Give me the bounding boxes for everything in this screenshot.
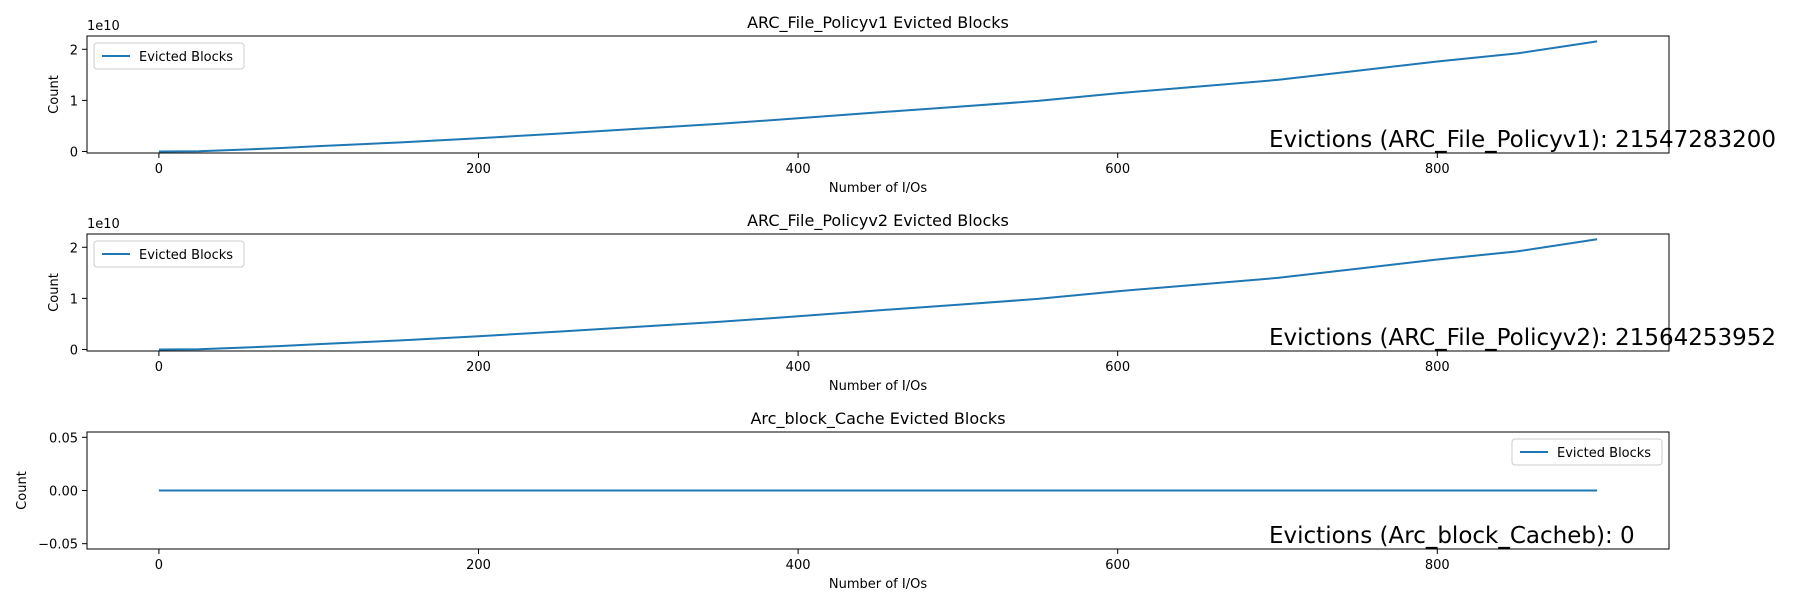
x-tick-label: 800 bbox=[1425, 162, 1450, 177]
legend-box bbox=[93, 240, 245, 268]
chart-title: ARC_File_Policyv1 Evicted Blocks bbox=[747, 13, 1009, 33]
y-tick-label: 0.05 bbox=[49, 431, 78, 446]
x-tick-label: 400 bbox=[786, 162, 811, 177]
x-axis-label: Number of I/Os bbox=[829, 379, 927, 394]
x-axis-label: Number of I/Os bbox=[829, 181, 927, 196]
x-tick-label: 200 bbox=[466, 162, 491, 177]
legend-label: Evicted Blocks bbox=[1557, 446, 1651, 461]
x-tick-label: 600 bbox=[1105, 360, 1130, 375]
y-tick-label: 2 bbox=[70, 43, 78, 58]
x-tick-label: 200 bbox=[466, 558, 491, 573]
x-tick-label: 0 bbox=[155, 162, 163, 177]
x-tick-label: 800 bbox=[1425, 558, 1450, 573]
x-tick-label: 0 bbox=[155, 360, 163, 375]
legend-label: Evicted Blocks bbox=[139, 50, 233, 65]
y-tick-label: −0.05 bbox=[38, 538, 78, 553]
chart-title: Arc_block_Cache Evicted Blocks bbox=[750, 409, 1005, 429]
legend-box bbox=[93, 42, 245, 70]
legend-box bbox=[1511, 438, 1663, 466]
y-tick-label: 1 bbox=[70, 94, 78, 109]
y-offset-text: 1e10 bbox=[87, 19, 120, 34]
x-tick-label: 600 bbox=[1105, 558, 1130, 573]
legend-label: Evicted Blocks bbox=[139, 248, 233, 263]
y-tick-label: 0 bbox=[70, 145, 78, 160]
y-tick-label: 1 bbox=[70, 292, 78, 307]
evictions-annotation: Evictions (ARC_File_Policyv1): 215472832… bbox=[1269, 127, 1776, 153]
evictions-annotation: Evictions (Arc_block_Cacheb): 0 bbox=[1269, 523, 1635, 549]
y-offset-text: 1e10 bbox=[87, 217, 120, 232]
x-tick-label: 800 bbox=[1425, 360, 1450, 375]
plot-frame bbox=[86, 233, 1670, 352]
y-axis-label: Count bbox=[15, 471, 30, 510]
chart-title: ARC_File_Policyv2 Evicted Blocks bbox=[747, 211, 1009, 231]
y-axis-label: Count bbox=[47, 75, 62, 114]
x-tick-label: 400 bbox=[786, 360, 811, 375]
series-line-evicted-blocks bbox=[158, 40, 1598, 153]
series-line-evicted-blocks bbox=[158, 238, 1598, 351]
x-tick-label: 600 bbox=[1105, 162, 1130, 177]
y-tick-label: 0 bbox=[70, 343, 78, 358]
evictions-annotation: Evictions (ARC_File_Policyv2): 215642539… bbox=[1269, 325, 1776, 351]
x-tick-label: 400 bbox=[786, 558, 811, 573]
y-tick-label: 0.00 bbox=[49, 485, 78, 500]
x-axis-label: Number of I/Os bbox=[829, 577, 927, 592]
plot-frame bbox=[86, 35, 1670, 154]
x-tick-label: 0 bbox=[155, 558, 163, 573]
x-tick-label: 200 bbox=[466, 360, 491, 375]
y-tick-label: 2 bbox=[70, 241, 78, 256]
y-axis-label: Count bbox=[47, 273, 62, 312]
